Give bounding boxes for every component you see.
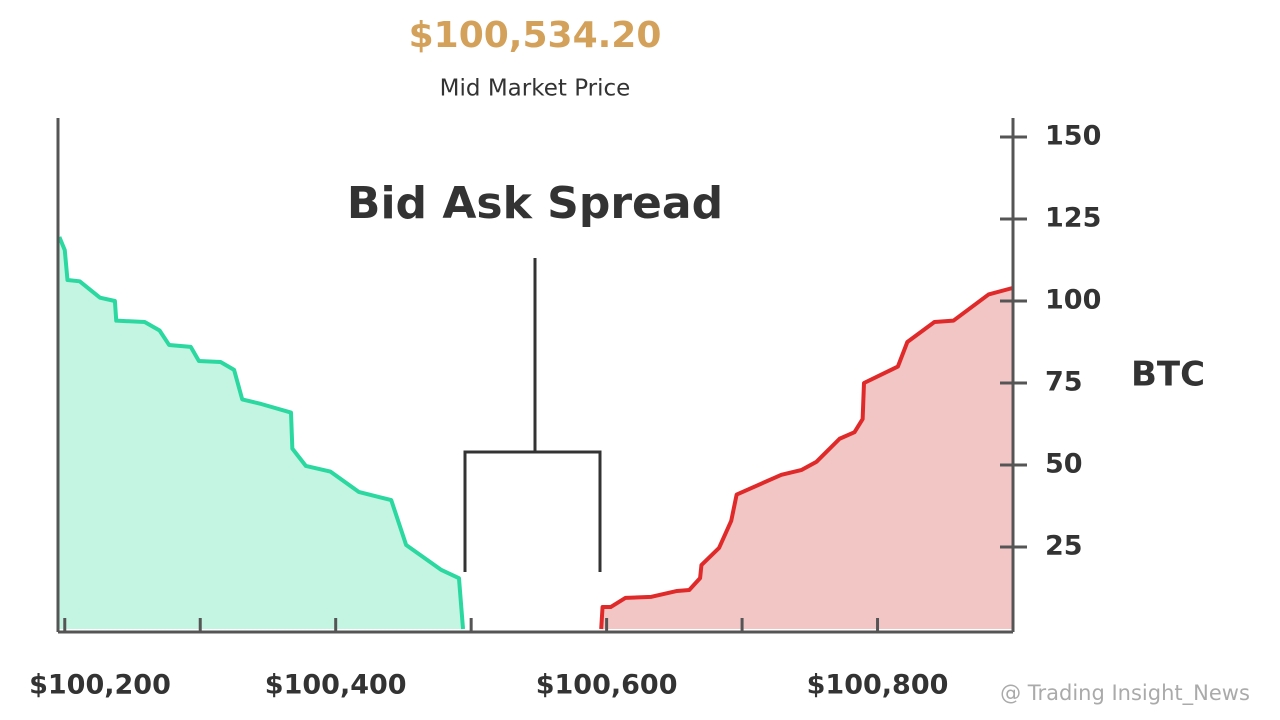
x-tick-label: $100,200 [29, 670, 171, 701]
y-tick-label: 150 [1045, 121, 1101, 152]
x-tick-label: $100,400 [265, 670, 407, 701]
mid-price-label: Mid Market Price [440, 76, 631, 102]
depth-line [57, 236, 466, 630]
y-tick-label: 25 [1045, 531, 1083, 562]
depth-area [601, 287, 1013, 629]
spread-annotation: Bid Ask Spread [347, 178, 723, 229]
y-tick-label: 125 [1045, 203, 1101, 234]
y-tick-label: 100 [1045, 285, 1101, 316]
x-tick-label: $100,600 [536, 670, 678, 701]
x-tick-label: $100,800 [807, 670, 949, 701]
y-tick-label: 50 [1045, 449, 1083, 480]
y-axis-label: BTC [1131, 355, 1205, 395]
watermark: @ Trading Insight_News [1000, 681, 1250, 706]
y-tick-label: 75 [1045, 367, 1083, 398]
depth-area [59, 237, 464, 630]
depth-line [599, 285, 1014, 630]
mid-price: $100,534.20 [409, 15, 662, 56]
spread-bracket [463, 258, 602, 572]
